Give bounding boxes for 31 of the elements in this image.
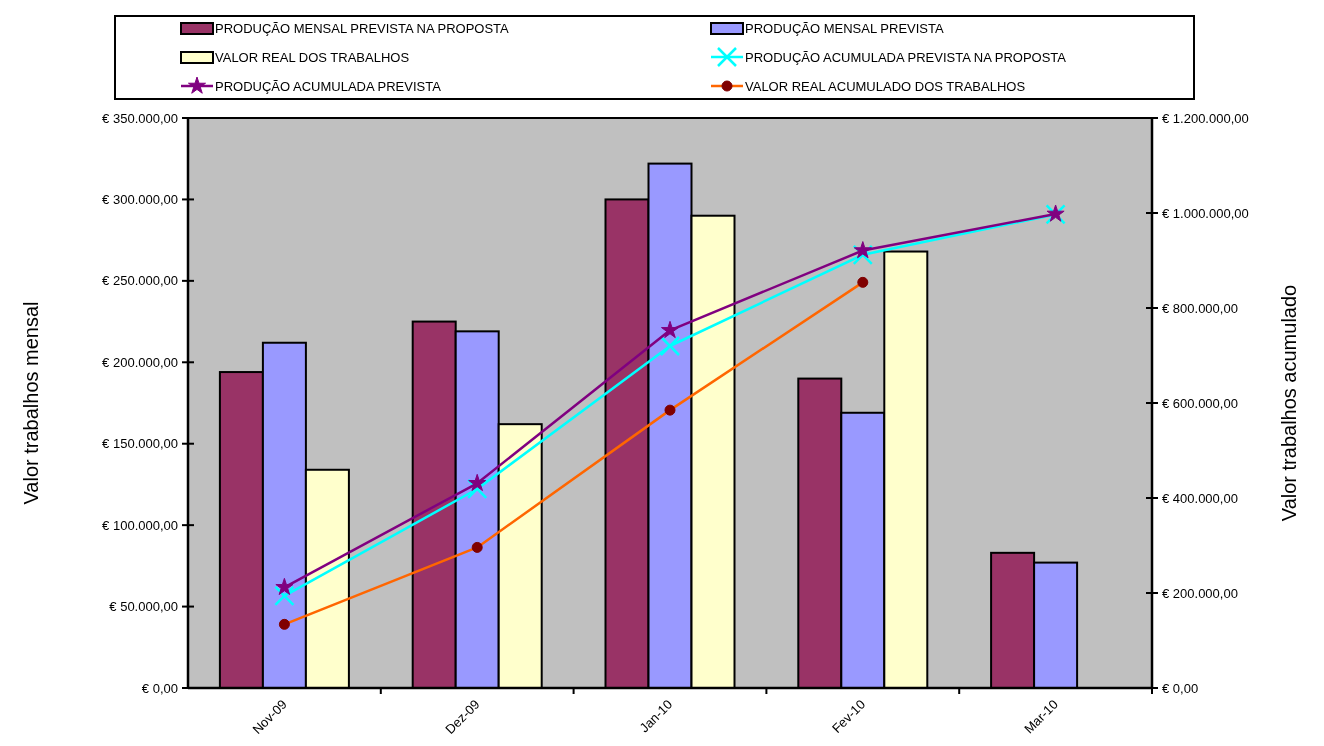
- legend-label: VALOR REAL DOS TRABALHOS: [215, 49, 410, 65]
- y2-tick-label: € 1.000.000,00: [1162, 205, 1249, 221]
- point: [852, 244, 874, 266]
- legend-label: PRODUÇÃO MENSAL PREVISTA: [745, 20, 944, 36]
- y-tick-label: € 100.000,00: [102, 517, 178, 533]
- y-tick-label: € 150.000,00: [102, 436, 178, 452]
- y2-tick-label: € 1.200.000,00: [1162, 110, 1249, 126]
- y-axis-title: Valor trabalhos mensal: [20, 301, 42, 505]
- legend-label: PRODUÇÃO MENSAL PREVISTA NA PROPOSTA: [215, 20, 510, 36]
- y2-tick-label: € 0,00: [1162, 680, 1199, 696]
- y-tick-label: € 50.000,00: [109, 599, 178, 615]
- point: [853, 241, 872, 259]
- y-tick-label: € 0,00: [141, 680, 178, 696]
- y-tick-label: € 350.000,00: [102, 110, 178, 126]
- point: [466, 478, 488, 500]
- legend-label: PRODUÇÃO ACUMULADA PREVISTA: [215, 78, 442, 94]
- y-tick-label: € 250.000,00: [102, 273, 178, 289]
- legend-label: VALOR REAL ACUMULADO DOS TRABALHOS: [745, 78, 1026, 94]
- y2-tick-label: € 200.000,00: [1162, 585, 1238, 601]
- point: [659, 335, 681, 357]
- point: [274, 585, 295, 607]
- y2-tick-label: € 600.000,00: [1162, 395, 1238, 411]
- legend-label: PRODUÇÃO ACUMULADA PREVISTA NA PROPOSTA: [745, 49, 1067, 65]
- y2-axis-title: Valor trabalhos acumulado: [1278, 284, 1300, 522]
- y2-tick-label: € 400.000,00: [1162, 490, 1238, 506]
- point: [468, 473, 487, 492]
- y-tick-label: € 200.000,00: [102, 354, 178, 370]
- y2-tick-label: € 800.000,00: [1162, 300, 1238, 316]
- y-tick-label: € 300.000,00: [102, 191, 178, 207]
- point: [660, 320, 680, 339]
- point: [275, 577, 294, 596]
